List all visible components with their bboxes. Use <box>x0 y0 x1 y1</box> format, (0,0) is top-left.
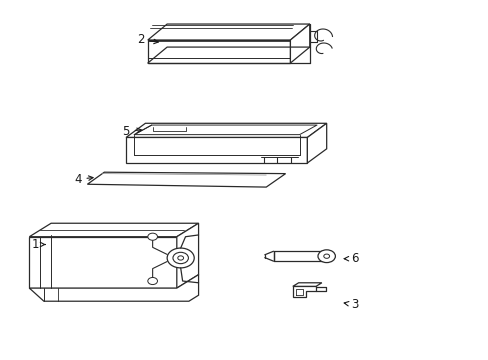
Text: 1: 1 <box>32 238 45 251</box>
Polygon shape <box>292 286 315 297</box>
Polygon shape <box>177 223 198 288</box>
Polygon shape <box>290 24 309 63</box>
Polygon shape <box>126 123 326 138</box>
Polygon shape <box>29 275 198 301</box>
Text: 6: 6 <box>344 252 358 265</box>
Polygon shape <box>87 172 285 187</box>
Text: 3: 3 <box>344 298 358 311</box>
Text: 5: 5 <box>122 125 141 138</box>
Polygon shape <box>147 24 309 40</box>
Polygon shape <box>273 251 326 261</box>
Text: 2: 2 <box>137 33 158 46</box>
Circle shape <box>173 252 188 264</box>
Circle shape <box>147 278 157 284</box>
Text: 4: 4 <box>74 173 93 186</box>
Polygon shape <box>292 283 321 286</box>
Polygon shape <box>126 138 307 163</box>
Polygon shape <box>29 237 177 288</box>
Circle shape <box>167 248 194 268</box>
Polygon shape <box>307 123 326 163</box>
Polygon shape <box>29 223 198 237</box>
Circle shape <box>178 256 183 260</box>
Polygon shape <box>147 40 290 63</box>
Circle shape <box>323 254 329 258</box>
Circle shape <box>147 233 157 240</box>
Circle shape <box>317 250 335 262</box>
